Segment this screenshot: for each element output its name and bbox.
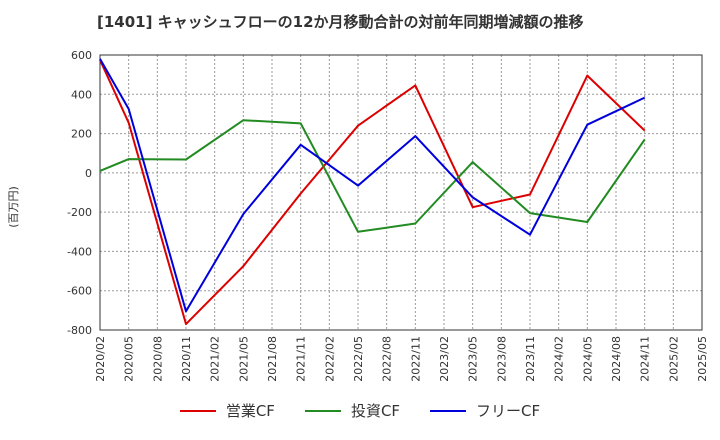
y-tick-label: -400 <box>67 245 92 258</box>
x-tick-label: 2023/11 <box>524 336 537 382</box>
y-tick-label: 600 <box>71 49 92 62</box>
x-tick-label: 2022/05 <box>352 336 365 382</box>
series-line <box>99 59 646 326</box>
legend-swatch <box>179 409 216 412</box>
x-tick-label: 2021/08 <box>266 336 279 382</box>
legend-swatch <box>304 409 341 412</box>
x-tick-label: 2020/11 <box>180 336 193 382</box>
x-tick-label: 2024/08 <box>610 336 623 382</box>
x-tick-label: 2020/08 <box>151 336 164 382</box>
y-tick-label: -200 <box>67 206 92 219</box>
x-tick-label: 2021/11 <box>295 336 308 382</box>
x-tick-label: 2025/05 <box>696 336 709 382</box>
x-tick-label: 2022/08 <box>381 336 394 382</box>
y-tick-label: -600 <box>67 285 92 298</box>
chart-title: [1401] キャッシュフローの12か月移動合計の対前年同期増減額の推移 <box>97 13 584 31</box>
legend-swatch <box>430 409 467 412</box>
x-tick-label: 2023/08 <box>495 336 508 382</box>
series-line <box>99 119 646 233</box>
x-tick-label: 2024/02 <box>553 336 566 382</box>
x-tick-label: 2025/02 <box>667 336 680 382</box>
x-tick-label: 2020/02 <box>94 336 107 382</box>
legend-item: 営業CF <box>179 400 275 421</box>
legend: 営業CF 投資CF フリーCF <box>0 400 720 421</box>
legend-label: フリーCF <box>476 402 541 420</box>
y-tick-label: -800 <box>67 324 92 337</box>
x-tick-label: 2022/11 <box>409 336 422 382</box>
y-tick-label: 0 <box>85 167 92 180</box>
legend-label: 投資CF <box>350 402 401 420</box>
plot-border <box>99 54 703 331</box>
legend-item: フリーCF <box>430 400 540 421</box>
y-tick-label: 200 <box>71 128 92 141</box>
legend-label: 営業CF <box>225 402 275 420</box>
x-tick-label: 2022/02 <box>323 336 336 382</box>
x-tick-label: 2020/05 <box>123 336 136 382</box>
y-tick-label: 400 <box>71 88 92 101</box>
x-tick-label: 2023/05 <box>467 336 480 382</box>
series-line <box>99 58 646 313</box>
x-tick-label: 2021/02 <box>209 336 222 382</box>
plot-area <box>100 55 702 330</box>
legend-item: 投資CF <box>304 400 401 421</box>
x-tick-label: 2024/11 <box>639 336 652 382</box>
x-tick-label: 2021/05 <box>237 336 250 382</box>
x-tick-label: 2024/05 <box>581 336 594 382</box>
x-tick-label: 2023/02 <box>438 336 451 382</box>
